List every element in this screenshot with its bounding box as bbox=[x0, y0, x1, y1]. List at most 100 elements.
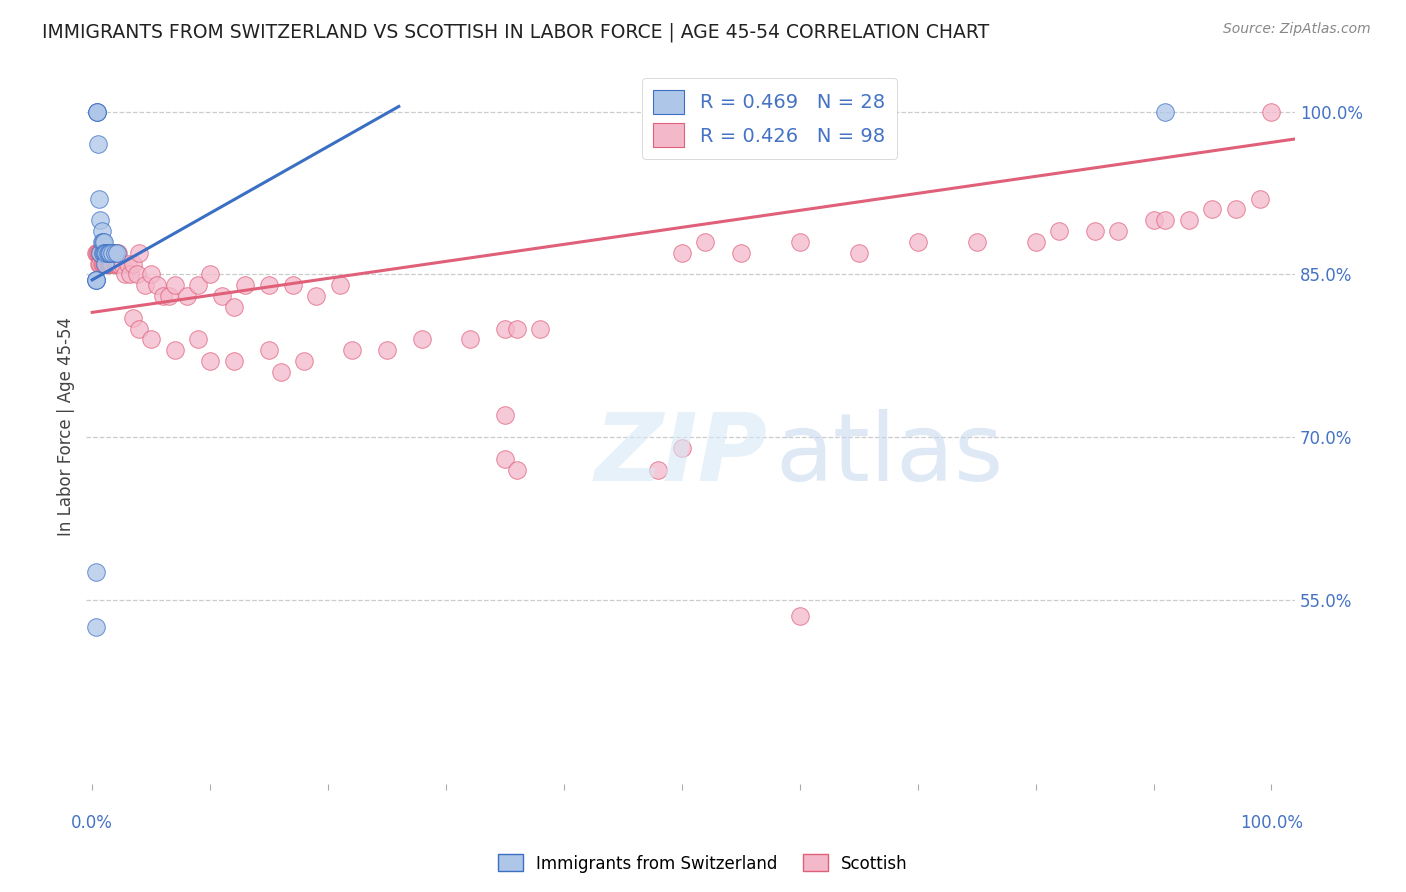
Point bbox=[1025, 235, 1047, 249]
Point bbox=[671, 441, 693, 455]
Point bbox=[122, 310, 145, 325]
Point bbox=[104, 245, 127, 260]
Point bbox=[90, 245, 112, 260]
Point bbox=[104, 245, 127, 260]
Point bbox=[89, 192, 111, 206]
Point bbox=[157, 289, 180, 303]
Point bbox=[96, 245, 118, 260]
Point bbox=[105, 257, 128, 271]
Point bbox=[506, 462, 529, 476]
Point bbox=[294, 354, 316, 368]
Point bbox=[907, 235, 929, 249]
Point bbox=[87, 137, 110, 152]
Point bbox=[411, 333, 433, 347]
Point bbox=[329, 278, 352, 293]
Point bbox=[187, 333, 209, 347]
Point bbox=[90, 224, 112, 238]
Point bbox=[86, 104, 108, 119]
Point bbox=[93, 245, 115, 260]
Point bbox=[91, 235, 114, 249]
Point bbox=[494, 409, 516, 423]
Point bbox=[1225, 202, 1247, 217]
Point bbox=[222, 354, 245, 368]
Text: IMMIGRANTS FROM SWITZERLAND VS SCOTTISH IN LABOR FORCE | AGE 45-54 CORRELATION C: IMMIGRANTS FROM SWITZERLAND VS SCOTTISH … bbox=[42, 22, 990, 42]
Point bbox=[84, 273, 107, 287]
Point bbox=[529, 321, 551, 335]
Point bbox=[281, 278, 304, 293]
Point bbox=[93, 235, 115, 249]
Point bbox=[104, 257, 127, 271]
Point bbox=[789, 608, 811, 623]
Point bbox=[89, 245, 111, 260]
Point bbox=[93, 257, 115, 271]
Point bbox=[96, 257, 118, 271]
Point bbox=[1142, 213, 1164, 227]
Point bbox=[84, 620, 107, 634]
Point bbox=[198, 268, 221, 282]
Point bbox=[93, 245, 115, 260]
Point bbox=[1107, 224, 1129, 238]
Point bbox=[257, 278, 280, 293]
Point bbox=[1249, 192, 1271, 206]
Point bbox=[90, 235, 112, 249]
Point bbox=[89, 245, 111, 260]
Point bbox=[96, 245, 118, 260]
Point bbox=[84, 273, 107, 287]
Point bbox=[91, 245, 114, 260]
Point bbox=[89, 245, 111, 260]
Point bbox=[789, 235, 811, 249]
Point bbox=[105, 245, 128, 260]
Point bbox=[235, 278, 257, 293]
Point bbox=[108, 257, 131, 271]
Point bbox=[89, 245, 111, 260]
Point bbox=[134, 278, 156, 293]
Point bbox=[211, 289, 233, 303]
Point bbox=[89, 257, 111, 271]
Text: 0.0%: 0.0% bbox=[72, 814, 112, 832]
Point bbox=[86, 245, 108, 260]
Point bbox=[141, 333, 163, 347]
Legend: R = 0.469   N = 28, R = 0.426   N = 98: R = 0.469 N = 28, R = 0.426 N = 98 bbox=[641, 78, 897, 159]
Point bbox=[111, 257, 134, 271]
Point bbox=[89, 257, 111, 271]
Point bbox=[101, 257, 124, 271]
Text: ZIP: ZIP bbox=[593, 409, 766, 500]
Point bbox=[86, 104, 108, 119]
Point bbox=[122, 257, 145, 271]
Point bbox=[128, 321, 150, 335]
Point bbox=[141, 268, 163, 282]
Point bbox=[187, 278, 209, 293]
Point bbox=[125, 268, 148, 282]
Point bbox=[128, 245, 150, 260]
Point bbox=[163, 278, 186, 293]
Point bbox=[152, 289, 174, 303]
Point bbox=[94, 257, 117, 271]
Point bbox=[146, 278, 169, 293]
Point bbox=[163, 343, 186, 358]
Point bbox=[100, 245, 122, 260]
Point bbox=[94, 257, 117, 271]
Point bbox=[1047, 224, 1070, 238]
Point bbox=[257, 343, 280, 358]
Point bbox=[101, 245, 124, 260]
Point bbox=[94, 245, 117, 260]
Point bbox=[647, 462, 669, 476]
Point bbox=[1154, 213, 1177, 227]
Legend: Immigrants from Switzerland, Scottish: Immigrants from Switzerland, Scottish bbox=[492, 847, 914, 880]
Point bbox=[84, 566, 107, 580]
Point bbox=[100, 257, 122, 271]
Point bbox=[966, 235, 988, 249]
Point bbox=[98, 257, 121, 271]
Point bbox=[98, 245, 121, 260]
Point bbox=[458, 333, 481, 347]
Point bbox=[506, 321, 529, 335]
Point bbox=[270, 365, 292, 379]
Point bbox=[671, 245, 693, 260]
Point bbox=[87, 245, 110, 260]
Point bbox=[1260, 104, 1282, 119]
Point bbox=[97, 257, 120, 271]
Point bbox=[91, 245, 114, 260]
Point bbox=[176, 289, 198, 303]
Point bbox=[86, 104, 108, 119]
Point bbox=[107, 245, 129, 260]
